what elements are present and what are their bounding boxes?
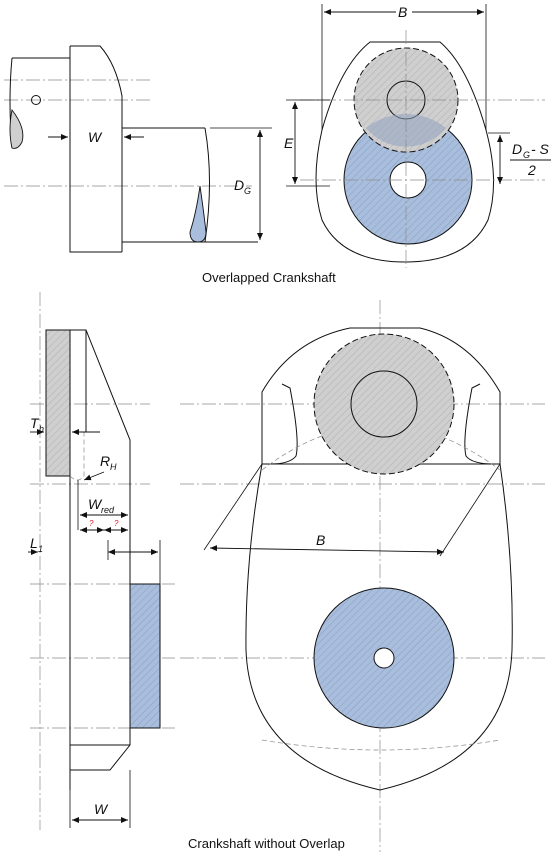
label-l1: L	[30, 535, 38, 551]
crank-web-outline	[245, 463, 513, 791]
label-wred: W	[88, 496, 103, 512]
label-unknown-1: ?	[89, 519, 94, 528]
journal-section	[45, 329, 71, 477]
crankpin-break	[204, 127, 210, 243]
fraction-numerator: D	[512, 141, 522, 157]
journal-section	[9, 108, 24, 149]
shoulder-outline	[269, 383, 298, 465]
caption-overlapped: Overlapped Crankshaft	[202, 270, 336, 285]
crank-web-outline	[69, 329, 131, 771]
rh-leader	[83, 471, 105, 481]
caption-no-overlap: Crankshaft without Overlap	[188, 836, 345, 851]
journal-bore	[350, 370, 418, 438]
journal-circle	[313, 333, 455, 475]
label-rh: R	[100, 453, 110, 469]
extension-line	[439, 463, 501, 557]
no-overlap-side-view: T h R H W red ? ? L 1 W	[28, 292, 175, 830]
crank-web-outline	[350, 327, 501, 464]
label-th: T	[30, 415, 40, 431]
no-overlap-front-view: B	[180, 300, 545, 852]
crank-web-outline	[70, 45, 123, 128]
fraction-numerator-subscript: G	[523, 150, 530, 160]
label-w: W	[94, 801, 109, 817]
fraction-numerator-rest: - S	[531, 141, 550, 157]
extension-line	[203, 463, 263, 551]
overlapped-side-view: W D G	[4, 45, 272, 253]
hidden-line	[69, 432, 85, 481]
label-unknown-2: ?	[114, 519, 119, 528]
shoulder-outline	[464, 383, 495, 465]
crank-web-outline	[315, 41, 494, 263]
crankpin-section	[189, 185, 207, 243]
label-dg: D	[234, 177, 244, 193]
label-b: B	[398, 4, 407, 20]
hidden-line	[261, 739, 501, 751]
label-rh-subscript: H	[110, 462, 117, 472]
fraction-denominator: 2	[527, 162, 536, 178]
overlapped-front-view: B E D G - S 2	[284, 2, 551, 268]
crank-web-outline	[261, 327, 351, 464]
label-b: B	[316, 532, 325, 548]
label-l1-subscript: 1	[38, 544, 43, 554]
oil-hole	[31, 95, 41, 105]
label-e: E	[284, 135, 294, 151]
crankpin-section	[129, 583, 161, 729]
pin-bore	[373, 647, 395, 669]
label-w: W	[88, 129, 103, 145]
label-dg-subscript: G	[244, 186, 251, 196]
label-wred-subscript: red	[101, 505, 115, 515]
b-dimension	[209, 545, 445, 555]
crank-web-outline	[69, 46, 122, 253]
label-bg	[396, 2, 412, 20]
label-th-subscript: h	[39, 424, 44, 434]
